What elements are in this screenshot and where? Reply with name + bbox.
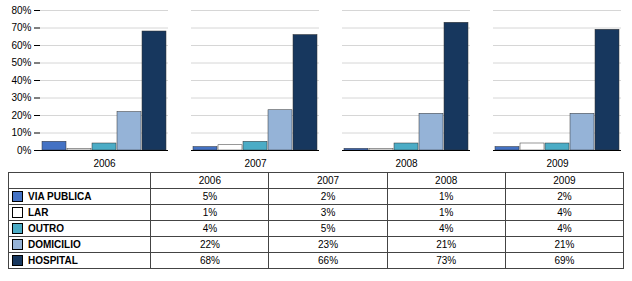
html-text:2%: 2% [320, 191, 336, 202]
html-text:LAR: LAR [28, 206, 49, 218]
html-text:21%: 21% [436, 239, 457, 250]
svg-text:30%: 30% [11, 92, 31, 103]
svg-text:80%: 80% [11, 5, 31, 16]
html-text:66%: 66% [318, 255, 339, 266]
html-text:23%: 23% [318, 239, 339, 250]
html-text:3%: 3% [320, 207, 336, 218]
html-text:2009: 2009 [553, 175, 576, 186]
svg-text:0%: 0% [17, 145, 32, 156]
svg-text:2008: 2008 [395, 158, 418, 169]
html-text:OUTRO: OUTRO [28, 222, 65, 234]
html-text:HOSPITAL: HOSPITAL [28, 254, 78, 266]
html-text:4%: 4% [202, 223, 218, 234]
html-text:DOMICILIO: DOMICILIO [28, 238, 81, 250]
html-text:1%: 1% [439, 207, 454, 218]
svg-text:2009: 2009 [546, 158, 569, 169]
html-text:5%: 5% [320, 223, 336, 234]
html-text:2007: 2007 [316, 175, 340, 186]
html-text:73%: 73% [436, 255, 457, 266]
html-text:2008: 2008 [435, 175, 458, 186]
html-text:4%: 4% [439, 223, 454, 234]
html-text:2006: 2006 [198, 175, 221, 186]
svg-text:70%: 70% [11, 22, 31, 33]
html-text:2%: 2% [557, 191, 572, 202]
html-text:22%: 22% [199, 239, 220, 250]
html-text:4%: 4% [557, 223, 572, 234]
html-text:1%: 1% [439, 191, 454, 202]
svg-text:60%: 60% [11, 40, 31, 51]
html-text:1%: 1% [202, 207, 218, 218]
svg-text:2006: 2006 [93, 158, 116, 169]
svg-text:2007: 2007 [244, 158, 267, 169]
html-text:VIA PUBLICA: VIA PUBLICA [28, 190, 92, 202]
svg-text:20%: 20% [11, 110, 31, 121]
html-text:69%: 69% [554, 255, 575, 266]
html-text:68%: 68% [199, 255, 220, 266]
html-text:4%: 4% [557, 207, 572, 218]
svg-text:10%: 10% [11, 127, 31, 138]
html-text:5%: 5% [202, 191, 218, 202]
svg-text:50%: 50% [11, 57, 31, 68]
html-text:21%: 21% [554, 239, 575, 250]
svg-text:40%: 40% [11, 75, 31, 86]
